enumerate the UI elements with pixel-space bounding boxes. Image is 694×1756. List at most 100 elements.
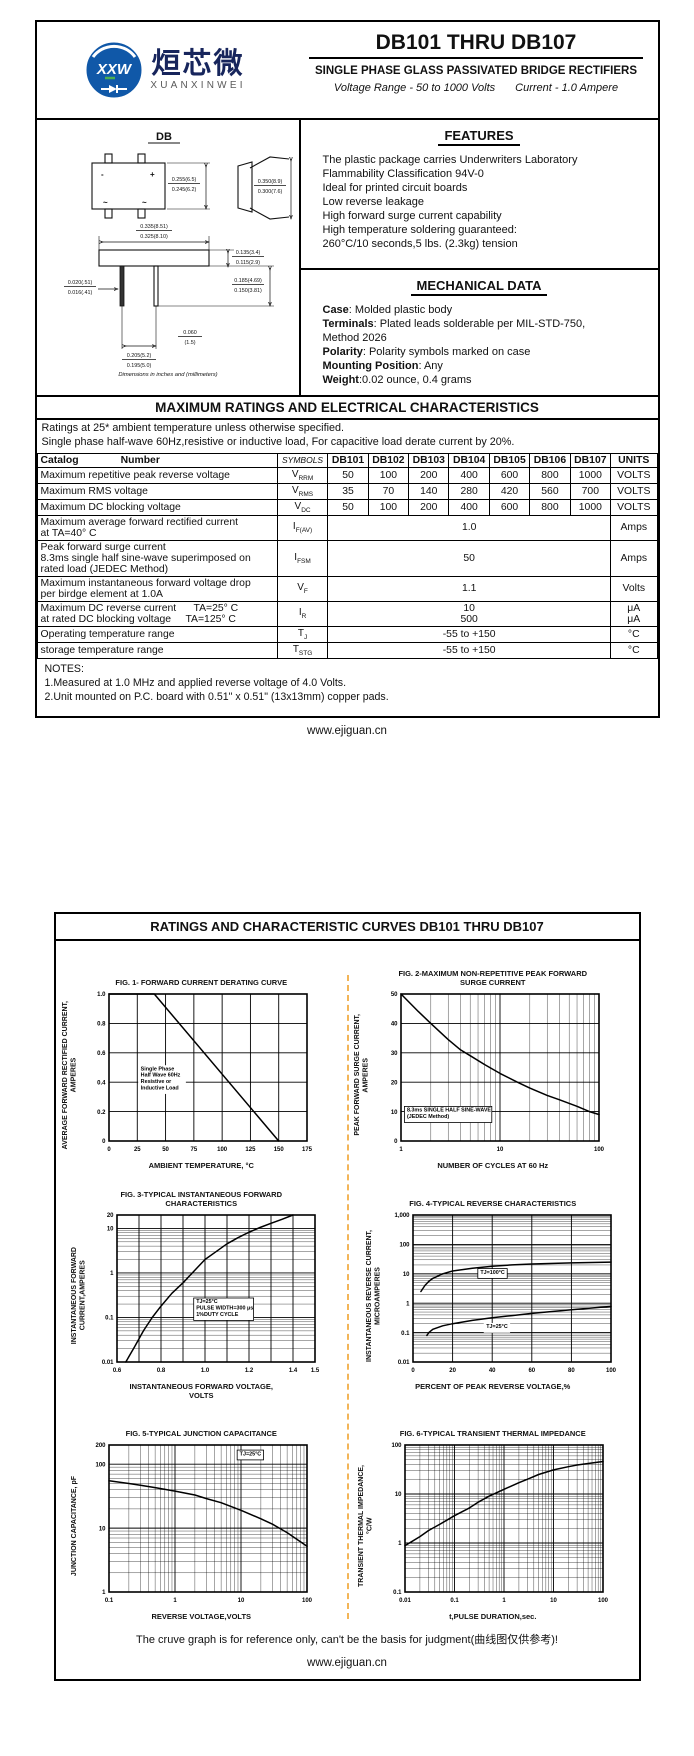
svg-text:50: 50 [162, 1147, 169, 1153]
doc-subtitle: SINGLE PHASE GLASS PASSIVATED BRIDGE REC… [314, 65, 638, 77]
chart-y-axis-label: JUNCTION CAPACITANCE, pF [70, 1475, 78, 1576]
chart-x-axis-label: INSTANTANEOUS FORWARD VOLTAGE, VOLTS [129, 1382, 273, 1401]
svg-text:0.255(6.5): 0.255(6.5) [171, 177, 196, 183]
feature-item: 260°C/10 seconds,5 lbs. (2.3kg) tension [322, 238, 518, 251]
table-row: Maximum DC blocking voltage VDC 50 100 2… [36, 498, 658, 516]
table-row: Maximum instantaneous forward voltage dr… [36, 575, 658, 602]
mech-line: Weight:0.02 ounce, 0.4 grams [322, 373, 472, 386]
chart-title: FIG. 2-MAXIMUM NON-REPETITIVE PEAK FORWA… [398, 969, 588, 988]
dim-lead-pitch: 0.205(5.2) 0.195(5.0) [121, 353, 156, 369]
svg-text:0.185(4.69): 0.185(4.69) [234, 278, 262, 284]
dim-side-height: 0.350(8.9) 0.300(7.6) [253, 179, 286, 195]
package-label: DB [147, 131, 180, 144]
brand-name-chinese: 烜芯微 [151, 47, 245, 80]
svg-text:1.0: 1.0 [97, 992, 106, 998]
svg-text:PULSE WIDTH=300 μs: PULSE WIDTH=300 μs [197, 1306, 254, 1312]
chart-fig3: FIG. 3-TYPICAL INSTANTANEOUS FORWARD CHA… [56, 1188, 348, 1400]
features-section: FEATURES The plastic package carries Und… [300, 120, 658, 270]
datasheet-page-2: RATINGS AND CHARACTERISTIC CURVES DB101 … [53, 912, 641, 1682]
mech-line: Case: Molded plastic body [322, 303, 453, 316]
dim-width: 0.335(8.51) 0.325(8.10) [135, 224, 172, 240]
ratings-table: Catalog Number SYMBOLS DB101 DB102 DB103 … [36, 452, 658, 659]
chart-plot: 0.1 1 10 100 1 10 100 200 TJ=25°C [79, 1440, 315, 1611]
svg-text:0: 0 [102, 1139, 106, 1145]
svg-text:1: 1 [111, 1271, 115, 1277]
ac-mark-2: ~ [142, 198, 147, 207]
feature-item: Flammability Classification 94V-0 [322, 168, 484, 181]
svg-text:1: 1 [406, 1302, 410, 1308]
package-drawing: DB - + ~ ~ 0.255(6.5 [37, 120, 301, 396]
svg-text:0.115(2.9): 0.115(2.9) [235, 260, 259, 266]
svg-text:100: 100 [606, 1368, 617, 1374]
chart-plot: 0.01 0.1 1 10 100 0.1 1 10 100 [375, 1440, 611, 1611]
svg-text:100: 100 [217, 1147, 228, 1153]
svg-text:75: 75 [191, 1147, 198, 1153]
table-row: Maximum DC reverse current TA=25° C at r… [36, 600, 658, 627]
chart-y-axis-label: INSTANTANEOUS FORWARD CURRENT,AMPERES [70, 1247, 87, 1345]
svg-text:TJ=25°C: TJ=25°C [240, 1452, 262, 1458]
chart-x-axis-label: PERCENT OF PEAK REVERSE VOLTAGE,% [415, 1382, 571, 1392]
mech-line: Mounting Position: Any [322, 359, 443, 372]
chart-y-axis-label: TRANSIENT THERMAL IMPEDANCE, °C/W [357, 1464, 374, 1587]
chart-title: FIG. 3-TYPICAL INSTANTANEOUS FORWARD CHA… [120, 1190, 283, 1209]
chart-x-axis-label: REVERSE VOLTAGE,VOLTS [151, 1612, 252, 1622]
note-line: 1.Measured at 1.0 MHz and applied revers… [44, 676, 347, 689]
svg-text:0.020(.51): 0.020(.51) [67, 280, 92, 286]
svg-text:1: 1 [102, 1590, 106, 1596]
svg-text:10: 10 [107, 1227, 114, 1233]
ratings-banner: MAXIMUM RATINGS AND ELECTRICAL CHARACTER… [36, 397, 658, 421]
svg-text:(1.5): (1.5) [184, 340, 195, 346]
chart-fig5: FIG. 5-TYPICAL JUNCTION CAPACITANCE JUNC… [56, 1418, 348, 1621]
svg-text:100: 100 [96, 1463, 107, 1469]
feature-item: High temperature soldering guaranteed: [322, 224, 517, 237]
website-link[interactable]: www.ejiguan.cn [307, 1657, 387, 1670]
svg-text:TJ=100°C: TJ=100°C [480, 1270, 505, 1276]
chart-title: FIG. 4-TYPICAL REVERSE CHARACTERISTICS [409, 1199, 577, 1209]
mechanical-data-heading: MECHANICAL DATA [410, 277, 548, 296]
front-view: - + ~ ~ 0.255(6.5) 0.245(6.2) [90, 153, 210, 219]
svg-text:DB: DB [156, 131, 172, 143]
table-row: Peak forward surge current 8.3ms single … [36, 539, 658, 577]
mech-line: Terminals: Plated leads solderable per M… [322, 317, 586, 330]
svg-text:10: 10 [550, 1598, 557, 1604]
title-block: DB101 THRU DB107 SINGLE PHASE GLASS PASS… [295, 22, 658, 118]
website-link[interactable]: www.ejiguan.cn [307, 725, 387, 738]
svg-text:0.2: 0.2 [97, 1110, 106, 1116]
chart-x-axis-label: NUMBER OF CYCLES AT 60 Hz [437, 1161, 549, 1171]
svg-text:10: 10 [395, 1492, 402, 1498]
dim-height: 0.255(6.5) 0.245(6.2) [167, 177, 200, 193]
svg-text:1: 1 [173, 1598, 177, 1604]
svg-text:0.060: 0.060 [183, 330, 197, 336]
note-line: 2.Unit mounted on P.C. board with 0.51" … [44, 690, 389, 703]
svg-text:0.01: 0.01 [399, 1598, 411, 1604]
svg-text:0.135(3.4): 0.135(3.4) [235, 250, 260, 256]
drawing-caption: Dimensions in inches and (millimeters) [118, 372, 217, 378]
svg-text:0: 0 [394, 1139, 398, 1145]
svg-text:0.335(8.51): 0.335(8.51) [140, 224, 168, 230]
svg-text:0.1: 0.1 [105, 1598, 114, 1604]
svg-text:0.6: 0.6 [113, 1368, 122, 1374]
feature-item: The plastic package carries Underwriters… [322, 154, 578, 166]
svg-text:0.350(8.9): 0.350(8.9) [257, 179, 282, 185]
svg-text:25: 25 [134, 1147, 141, 1153]
chart-fig1: FIG. 1- FORWARD CURRENT DERATING CURVE A… [56, 967, 348, 1170]
chart-fig6: FIG. 6-TYPICAL TRANSIENT THERMAL IMPEDAN… [347, 1418, 639, 1621]
svg-text:Half Wave 60Hz: Half Wave 60Hz [141, 1073, 181, 1079]
chart-title: FIG. 5-TYPICAL JUNCTION CAPACITANCE [125, 1429, 277, 1439]
chart-plot: 0 25 50 75 100 125 150 175 0 0.2 0.4 0.6 0.8 1.0 Singl… [79, 989, 315, 1160]
bottom-view: 0.335(8.51) 0.325(8.10) 0.135(3.4) [63, 224, 274, 369]
svg-text:Single Phase: Single Phase [141, 1067, 175, 1073]
svg-text:0.1: 0.1 [401, 1331, 410, 1337]
svg-text:Resistive or: Resistive or [141, 1079, 172, 1085]
svg-text:0.016(.41): 0.016(.41) [67, 290, 92, 296]
svg-text:1.5: 1.5 [311, 1368, 320, 1374]
svg-text:100: 100 [594, 1147, 605, 1153]
chart-x-axis-label: AMBIENT TEMPERATURE, °C [148, 1161, 254, 1171]
logo-monogram: XXW [96, 61, 133, 78]
svg-text:10: 10 [496, 1147, 503, 1153]
chart-plot: 1 10 100 0 10 20 30 40 50 8.3ms SINGLE HALF SINE-… [371, 989, 607, 1160]
svg-text:0.205(5.2): 0.205(5.2) [126, 353, 151, 359]
logo-mark-icon: XXW [86, 42, 142, 98]
svg-text:0.245(6.2): 0.245(6.2) [171, 187, 196, 193]
plus-mark: + [150, 170, 155, 179]
